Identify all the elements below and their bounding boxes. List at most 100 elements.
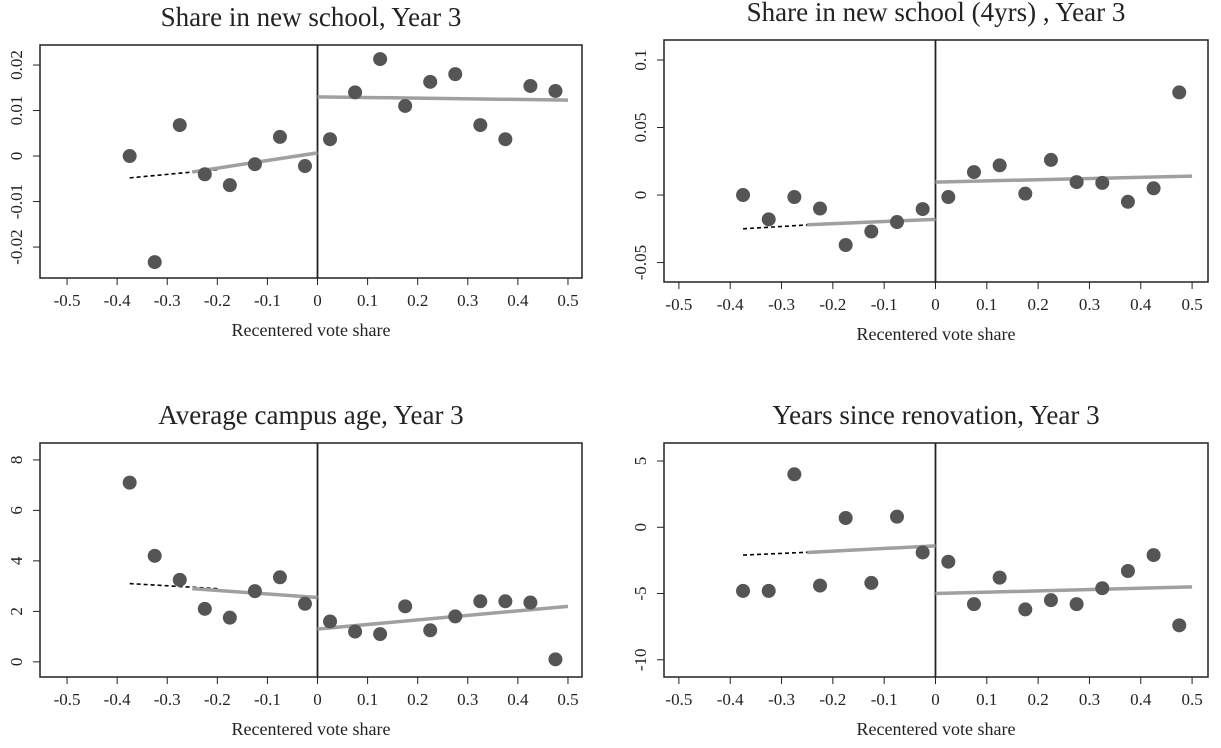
x-tick-label: 0.2	[407, 291, 428, 310]
point	[1095, 175, 1110, 190]
fit-line	[807, 217, 936, 227]
point	[1018, 186, 1033, 201]
point	[813, 201, 828, 216]
point	[992, 158, 1007, 173]
plot-frame	[39, 442, 583, 678]
point	[864, 575, 879, 590]
x-tick-label: -0.3	[154, 690, 181, 709]
point	[398, 599, 413, 614]
point	[373, 627, 388, 642]
x-tick-label: -0.2	[204, 291, 231, 310]
x-tick-label: 0	[931, 690, 940, 709]
x-tick-label: -0.4	[104, 690, 131, 709]
point	[297, 159, 312, 174]
point	[1095, 581, 1110, 596]
point	[736, 188, 751, 203]
x-tick-label: 0.4	[1130, 295, 1152, 314]
x-tick-label: -0.4	[717, 690, 744, 709]
point	[1172, 618, 1187, 633]
x-axis-label: Recentered vote share	[857, 324, 1016, 344]
point	[813, 578, 828, 593]
y-tick-label: 2	[7, 607, 26, 616]
y-tick-label: -5	[631, 586, 650, 600]
x-tick-label: 0.3	[1079, 690, 1100, 709]
x-tick-label: -0.1	[871, 690, 898, 709]
x-tick-label: 0.4	[507, 291, 529, 310]
point	[1146, 181, 1161, 196]
point	[966, 597, 981, 612]
point	[122, 475, 137, 490]
x-tick-label: 0	[931, 295, 940, 314]
x-axis-label: Recentered vote share	[232, 719, 391, 739]
point	[348, 624, 363, 639]
x-tick-label: 0.5	[1181, 690, 1202, 709]
x-tick-label: -0.5	[54, 291, 81, 310]
x-tick-label: 0	[313, 690, 322, 709]
x-tick-label: 0.1	[976, 295, 997, 314]
point	[172, 118, 187, 133]
y-tick-label: -0.01	[7, 184, 26, 219]
y-tick-label: 4	[7, 556, 26, 565]
y-tick-label: 8	[7, 456, 26, 465]
point	[548, 652, 563, 667]
point	[548, 83, 563, 98]
point	[941, 554, 956, 569]
point	[373, 52, 388, 67]
point	[1043, 152, 1058, 167]
x-tick-label: -0.4	[717, 295, 744, 314]
x-tick-label: -0.2	[204, 690, 231, 709]
y-tick-label: 6	[7, 506, 26, 515]
point	[197, 601, 212, 616]
x-tick-label: -0.2	[819, 690, 846, 709]
x-tick-label: -0.3	[768, 690, 795, 709]
x-tick-label: -0.1	[871, 295, 898, 314]
point	[889, 215, 904, 230]
point	[1043, 593, 1058, 608]
y-tick-label: -0.05	[631, 245, 650, 280]
fit-line	[742, 222, 833, 230]
point	[1172, 85, 1187, 100]
x-tick-label: 0.1	[357, 291, 378, 310]
point	[122, 149, 137, 164]
y-tick-label: 0.02	[7, 50, 26, 80]
x-tick-label: -0.2	[819, 295, 846, 314]
point	[272, 570, 287, 585]
x-tick-label: 0.2	[1028, 295, 1049, 314]
fit-line	[807, 544, 936, 555]
point	[966, 165, 981, 180]
point	[838, 510, 853, 525]
y-tick-label: 0.01	[7, 96, 26, 126]
point	[423, 623, 438, 638]
x-tick-label: 0.4	[507, 690, 529, 709]
y-tick-label: 0.1	[631, 49, 650, 70]
point	[197, 167, 212, 182]
point	[498, 594, 513, 609]
fit-line	[742, 550, 833, 556]
point	[864, 224, 879, 239]
x-tick-label: 0.5	[557, 291, 578, 310]
x-tick-label: 0.1	[976, 690, 997, 709]
point	[473, 118, 488, 133]
x-tick-label: 0.3	[457, 291, 478, 310]
x-tick-label: 0.2	[1028, 690, 1049, 709]
point	[348, 85, 363, 100]
point	[247, 584, 262, 599]
y-tick-label: -10	[631, 648, 650, 671]
point	[1146, 548, 1161, 563]
x-tick-label: -0.1	[254, 690, 281, 709]
y-tick-label: -0.02	[7, 229, 26, 264]
point	[523, 78, 538, 93]
fit-line	[317, 604, 569, 631]
point	[172, 572, 187, 587]
point	[941, 190, 956, 205]
point	[838, 237, 853, 252]
point	[736, 583, 751, 598]
point	[222, 610, 237, 625]
point	[297, 596, 312, 611]
point	[915, 202, 930, 217]
y-tick-label: 5	[631, 457, 650, 466]
x-tick-label: -0.5	[665, 295, 692, 314]
x-tick-label: 0.3	[1079, 295, 1100, 314]
point	[761, 583, 776, 598]
